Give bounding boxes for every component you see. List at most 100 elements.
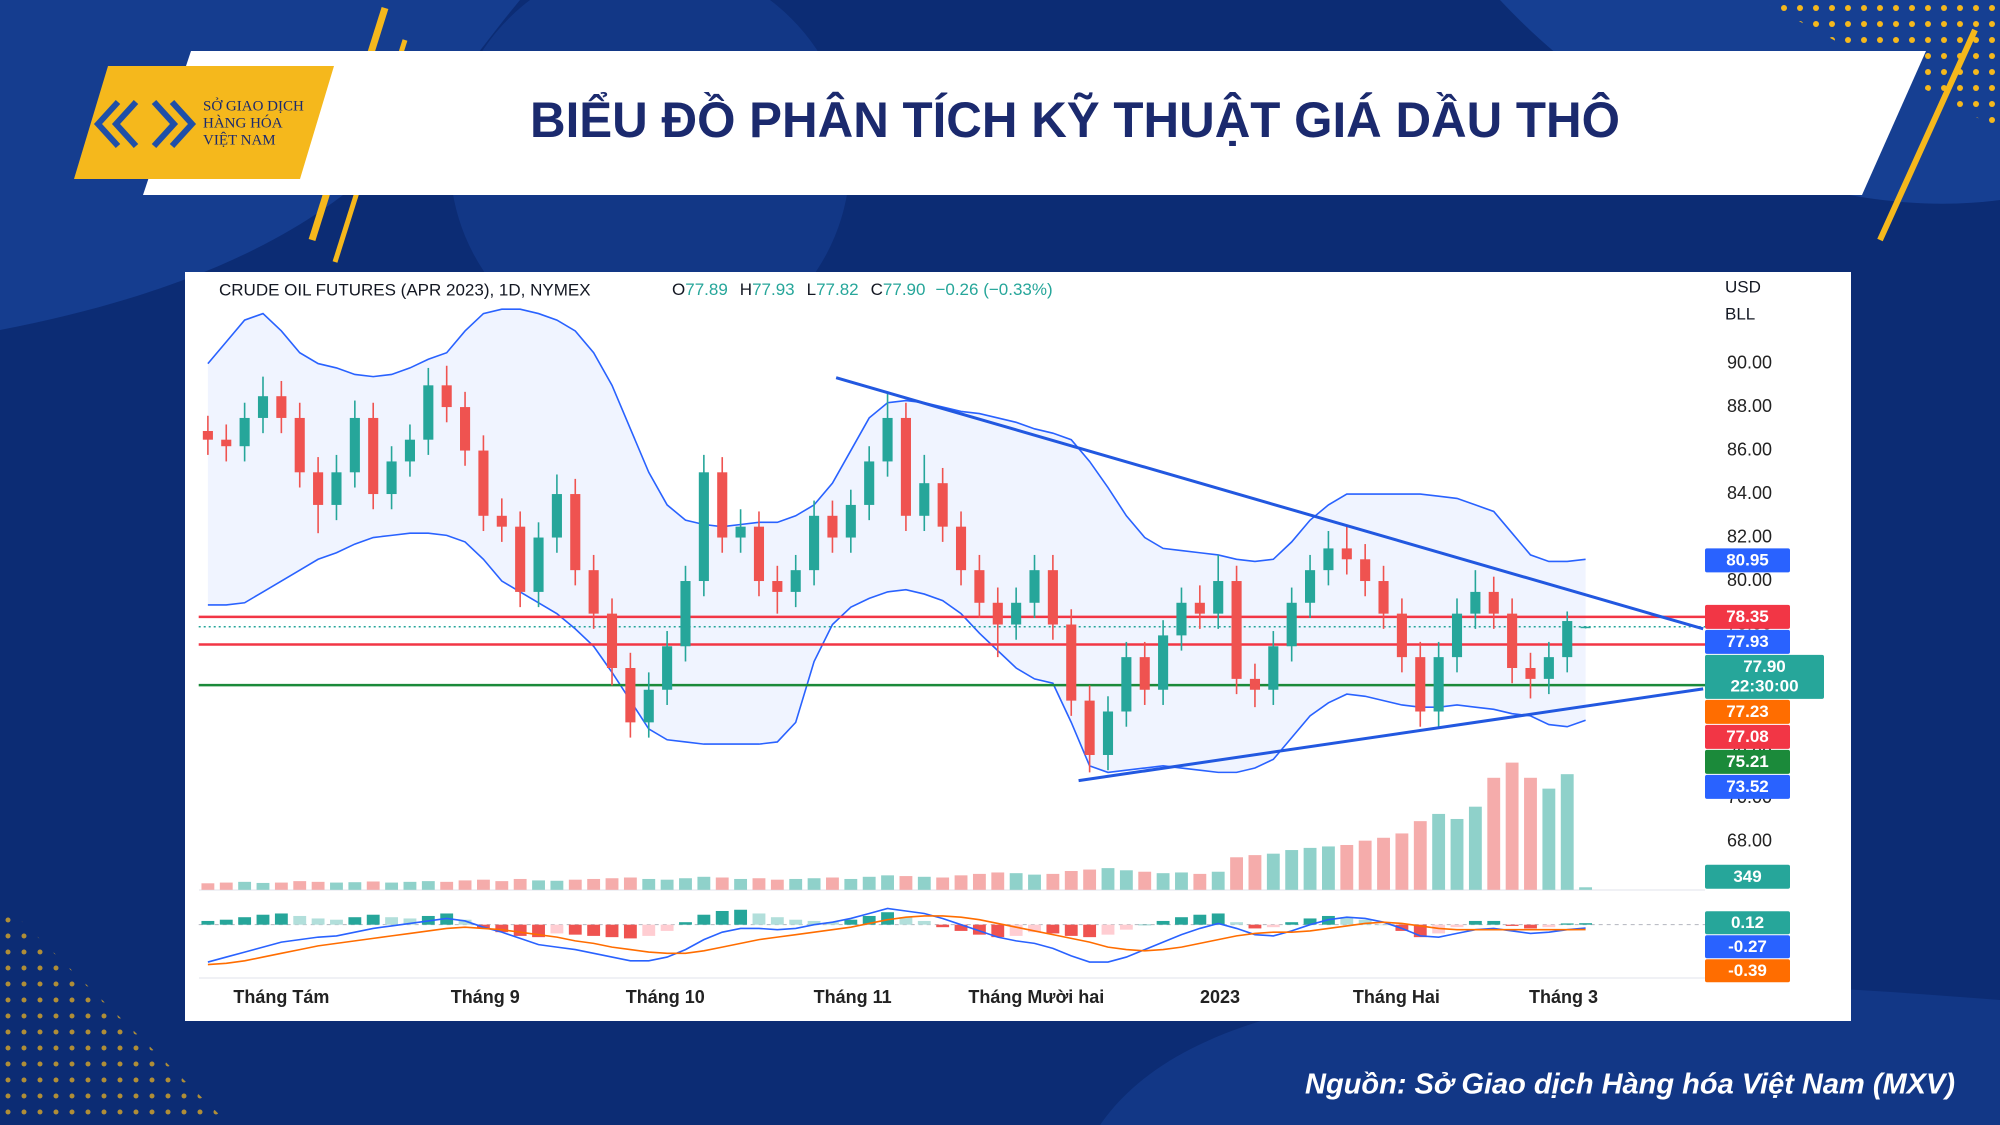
candle-body bbox=[1121, 657, 1132, 712]
price-badge-label: -0.27 bbox=[1728, 937, 1767, 956]
macd-hist-bar bbox=[311, 918, 325, 925]
macd-hist-bar bbox=[1046, 924, 1060, 934]
ohlc-value: 77.90 bbox=[883, 280, 926, 299]
volume-bar bbox=[1285, 850, 1299, 890]
price-badge bbox=[1705, 548, 1790, 573]
macd-hist-bar bbox=[770, 917, 784, 925]
logo-text: SỞ GIAO DỊCH bbox=[203, 97, 304, 114]
candle-body bbox=[1102, 711, 1114, 755]
ohlc-value: 77.93 bbox=[752, 280, 795, 299]
band-lower bbox=[207, 532, 1586, 774]
candle-body bbox=[1360, 559, 1371, 582]
price-badge-label: 77.93 bbox=[1726, 632, 1769, 651]
macd-hist-bar bbox=[697, 914, 711, 925]
volume-bar bbox=[660, 879, 674, 890]
ohlc-change: −0.26 (−0.33%) bbox=[935, 280, 1052, 299]
candle-body bbox=[551, 494, 562, 538]
candle-body bbox=[460, 407, 471, 451]
macd-hist-bar bbox=[1377, 924, 1390, 926]
volume-bar bbox=[238, 881, 252, 890]
candle-body bbox=[698, 472, 709, 582]
candle-body bbox=[1176, 602, 1187, 636]
volume-bar bbox=[1487, 777, 1501, 890]
candle-body bbox=[1488, 591, 1499, 614]
macd-hist-bar bbox=[715, 910, 729, 925]
decor-stripe bbox=[1877, 28, 1978, 242]
signal-line bbox=[207, 915, 1586, 966]
volume-bar bbox=[1450, 818, 1464, 890]
volume-bar bbox=[1248, 855, 1262, 890]
volume-bar bbox=[293, 881, 307, 890]
volume-bar bbox=[697, 876, 711, 890]
volume-bar bbox=[1505, 762, 1519, 890]
volume-bar bbox=[807, 878, 821, 890]
macd-hist-bar bbox=[1468, 920, 1482, 925]
candle-body bbox=[386, 461, 397, 495]
candle-body bbox=[368, 417, 379, 495]
macd-hist-bar bbox=[1211, 913, 1225, 925]
macd-hist-bar bbox=[330, 919, 343, 925]
volume-bar bbox=[532, 880, 545, 890]
y-tick-label: 82.00 bbox=[1727, 526, 1772, 546]
candle-body bbox=[570, 494, 581, 571]
candle-body bbox=[937, 483, 948, 527]
macd-hist-bar bbox=[1156, 920, 1170, 925]
volume-bar bbox=[826, 877, 839, 890]
volume-bar bbox=[366, 881, 380, 890]
volume-bar bbox=[1083, 869, 1097, 890]
macd-hist-bar bbox=[385, 917, 399, 925]
macd-hist-bar bbox=[587, 924, 601, 936]
candle-body bbox=[992, 602, 1003, 625]
macd-hist-bar bbox=[1450, 924, 1464, 928]
candle-body bbox=[1470, 591, 1481, 614]
macd-hist-bar bbox=[1560, 923, 1574, 925]
volume-bar bbox=[679, 878, 692, 890]
y-tick-label: 80.00 bbox=[1727, 570, 1772, 590]
macd-hist-bar bbox=[1266, 924, 1280, 928]
macd-hist-bar bbox=[679, 922, 692, 925]
candle-body bbox=[239, 417, 250, 447]
candle-body bbox=[1415, 657, 1426, 712]
volume-bar bbox=[1321, 846, 1335, 890]
candle-body bbox=[1451, 613, 1463, 658]
candle-body bbox=[349, 417, 360, 473]
macd-hist-bar bbox=[660, 924, 674, 931]
macd-hist-bar bbox=[1119, 924, 1133, 930]
macd-hist-bar bbox=[881, 912, 894, 925]
candle-body bbox=[1286, 602, 1297, 647]
y-tick-label: 90.00 bbox=[1727, 352, 1772, 372]
volume-bar bbox=[458, 880, 472, 890]
macd-hist-bar bbox=[513, 924, 527, 936]
candle-body bbox=[496, 515, 507, 527]
price-badge-label: 77.90 bbox=[1743, 657, 1786, 676]
candle-body bbox=[845, 504, 856, 538]
volume-bar bbox=[954, 875, 968, 890]
candle-body bbox=[441, 385, 452, 408]
volume-bar bbox=[1046, 873, 1060, 890]
logo-icon bbox=[93, 99, 197, 149]
candle-body bbox=[404, 439, 416, 462]
price-badge bbox=[1705, 654, 1824, 699]
macd-hist-bar bbox=[917, 920, 931, 925]
volume-bar bbox=[734, 878, 748, 890]
candle-body bbox=[423, 385, 434, 440]
macd-hist-bar bbox=[1138, 924, 1152, 926]
candle-body bbox=[809, 515, 820, 571]
y-tick-label: 86.00 bbox=[1727, 439, 1772, 459]
header-band bbox=[143, 51, 1926, 195]
volume-bar bbox=[642, 878, 656, 890]
candle-body bbox=[1231, 581, 1242, 679]
candle-body bbox=[753, 526, 765, 582]
volume-bar bbox=[1175, 872, 1188, 890]
volume-bar bbox=[936, 877, 950, 890]
price-badge-label: 80.95 bbox=[1726, 550, 1769, 569]
price-badge bbox=[1705, 774, 1790, 799]
macd-hist-bar bbox=[1064, 924, 1078, 936]
candle-body bbox=[294, 417, 305, 473]
volume-bar bbox=[1119, 870, 1133, 890]
volume-bar bbox=[1579, 887, 1593, 890]
volume-bar bbox=[770, 879, 784, 890]
logo-text: HÀNG HÓA bbox=[203, 114, 283, 131]
y-tick-label: 84.00 bbox=[1727, 483, 1772, 503]
volume-bar bbox=[899, 876, 913, 890]
